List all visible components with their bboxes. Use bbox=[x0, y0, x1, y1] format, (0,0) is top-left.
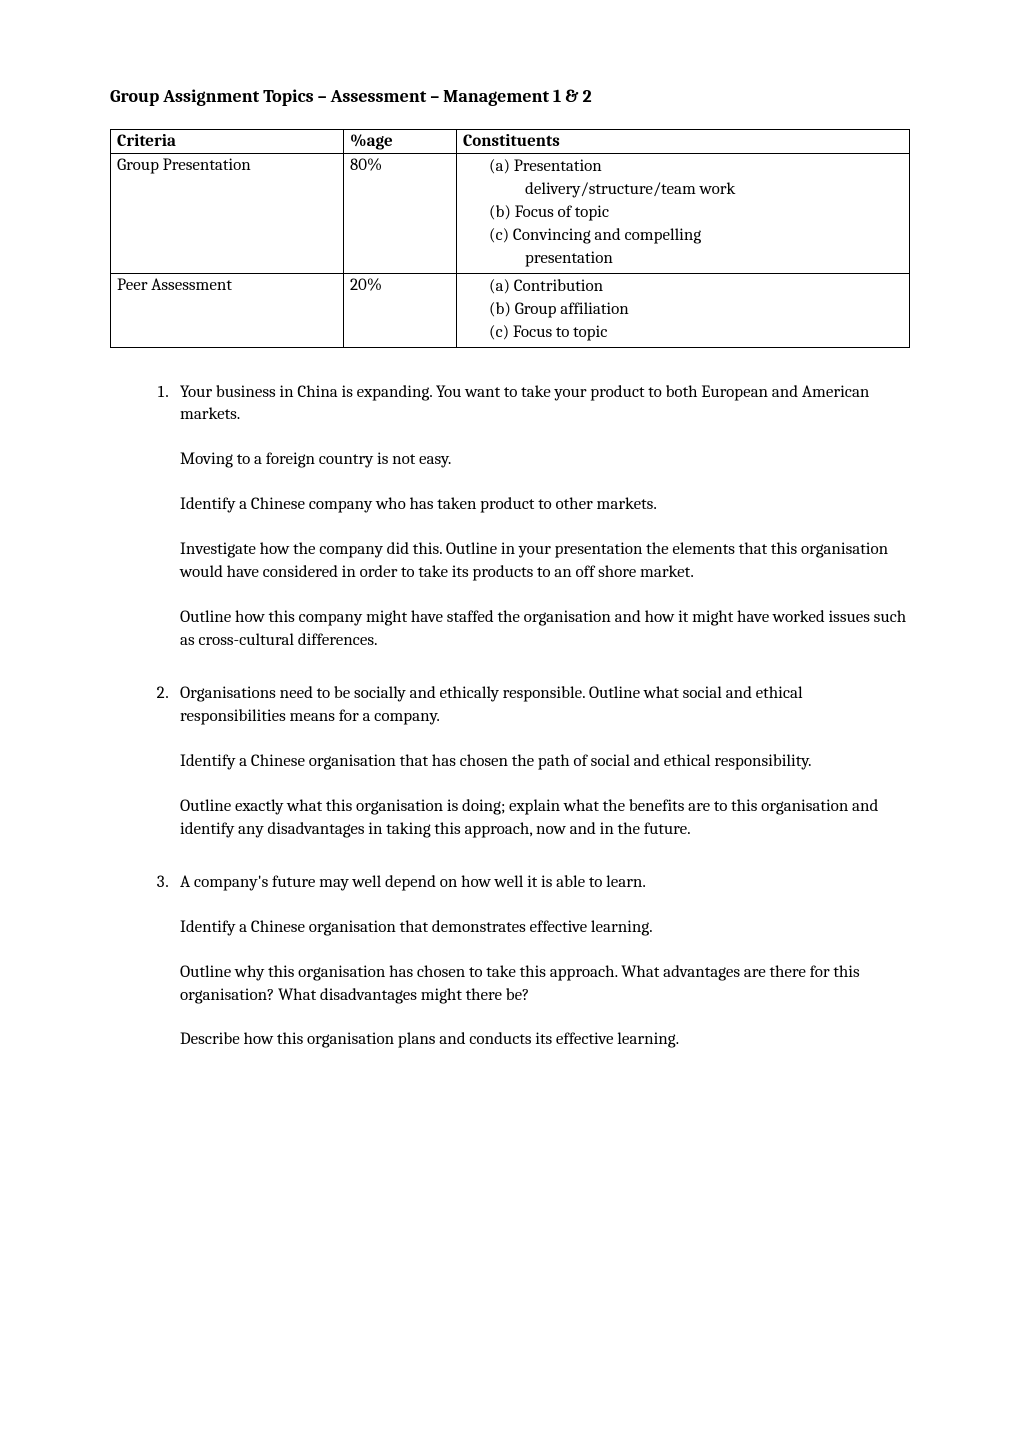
table-row: Peer Assessment 20% (a) Contribution (b)… bbox=[111, 273, 910, 347]
table-header-row: Criteria %age Constituents bbox=[111, 130, 910, 154]
cell-criteria: Peer Assessment bbox=[111, 273, 344, 347]
constituent-line: presentation bbox=[463, 248, 903, 271]
topic-paragraph: Outline why this organisation has chosen… bbox=[180, 962, 910, 1008]
topic-paragraph: Outline exactly what this organisation i… bbox=[180, 796, 910, 842]
header-constituents: Constituents bbox=[457, 130, 910, 154]
constituent-line: (b) Group affiliation bbox=[463, 299, 903, 322]
cell-pct: 80% bbox=[344, 154, 457, 274]
cell-constituents: (a) Contribution (b) Group affiliation (… bbox=[457, 273, 910, 347]
header-pct: %age bbox=[344, 130, 457, 154]
constituent-line: (a) Contribution bbox=[463, 276, 903, 299]
constituent-line: (b) Focus of topic bbox=[463, 202, 903, 225]
topic-paragraph: Outline how this company might have staf… bbox=[180, 607, 910, 653]
topic-paragraph: A company's future may well depend on ho… bbox=[180, 872, 910, 895]
document-page: Group Assignment Topics – Assessment – M… bbox=[0, 0, 1020, 1443]
topic-paragraph: Organisations need to be socially and et… bbox=[180, 683, 910, 729]
constituent-line: (c) Focus to topic bbox=[463, 322, 903, 345]
topic-paragraph: Identify a Chinese organisation that has… bbox=[180, 751, 910, 774]
constituent-line: (c) Convincing and compelling bbox=[463, 225, 903, 248]
topic-paragraph: Describe how this organisation plans and… bbox=[180, 1029, 910, 1052]
topic-item: A company's future may well depend on ho… bbox=[172, 872, 910, 1053]
topic-paragraph: Moving to a foreign country is not easy. bbox=[180, 449, 910, 472]
cell-pct: 20% bbox=[344, 273, 457, 347]
topics-list: Your business in China is expanding. You… bbox=[110, 382, 910, 1053]
topic-item: Organisations need to be socially and et… bbox=[172, 683, 910, 842]
topic-paragraph: Your business in China is expanding. You… bbox=[180, 382, 910, 428]
table-row: Group Presentation 80% (a) Presentation … bbox=[111, 154, 910, 274]
constituent-line: delivery/structure/team work bbox=[463, 179, 903, 202]
cell-constituents: (a) Presentation delivery/structure/team… bbox=[457, 154, 910, 274]
criteria-table: Criteria %age Constituents Group Present… bbox=[110, 129, 910, 348]
topic-item: Your business in China is expanding. You… bbox=[172, 382, 910, 654]
topic-paragraph: Identify a Chinese organisation that dem… bbox=[180, 917, 910, 940]
cell-criteria: Group Presentation bbox=[111, 154, 344, 274]
header-criteria: Criteria bbox=[111, 130, 344, 154]
topic-paragraph: Investigate how the company did this. Ou… bbox=[180, 539, 910, 585]
topic-paragraph: Identify a Chinese company who has taken… bbox=[180, 494, 910, 517]
constituent-line: (a) Presentation bbox=[463, 156, 903, 179]
page-title: Group Assignment Topics – Assessment – M… bbox=[110, 86, 910, 107]
